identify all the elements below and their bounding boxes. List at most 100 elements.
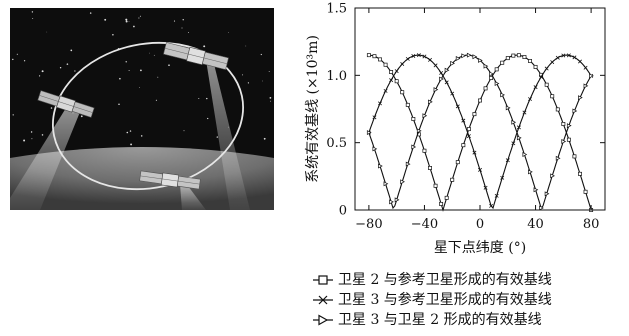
data-point (383, 88, 388, 93)
star (140, 69, 142, 72)
data-point (489, 71, 494, 77)
star (125, 20, 128, 23)
data-point (366, 130, 372, 136)
satellite-bottom (139, 170, 201, 190)
data-point (461, 118, 466, 123)
data-point (522, 110, 527, 115)
star (268, 70, 270, 72)
star (198, 98, 200, 99)
x-marker-icon (313, 295, 333, 305)
data-point (372, 115, 377, 120)
data-point (433, 63, 438, 68)
data-point (389, 78, 394, 83)
star (140, 135, 143, 137)
data-point (589, 73, 594, 79)
data-point (444, 195, 449, 200)
star (41, 134, 44, 136)
star (148, 52, 150, 54)
data-point (439, 70, 444, 75)
plot-frame (354, 7, 606, 211)
data-point (444, 80, 449, 85)
y-axis-title: 系统有效基线 (×10³m) (304, 35, 321, 183)
satellite-top (163, 42, 229, 70)
data-point (433, 183, 438, 188)
data-point (578, 59, 582, 64)
data-point (372, 54, 377, 59)
data-point (516, 53, 521, 58)
x-tick-label: −40 (411, 217, 438, 232)
data-point (411, 117, 416, 121)
legend-item-series-2: 卫星 3 与参考卫星形成的有效基线 (312, 290, 622, 310)
data-point (378, 101, 382, 106)
data-point (500, 60, 505, 65)
star (260, 53, 262, 56)
data-point (572, 55, 577, 60)
data-point (455, 104, 460, 109)
legend-label: 卫星 3 与卫星 2 形成的有效基线 (338, 312, 542, 328)
square-marker-icon (313, 275, 333, 285)
data-point (400, 90, 405, 95)
data-point (500, 92, 505, 98)
data-point (428, 99, 433, 105)
star (104, 18, 107, 21)
series-markers-1 (366, 53, 594, 212)
data-point (572, 154, 577, 159)
y-tick-label: 0 (339, 204, 347, 219)
data-point (389, 70, 394, 74)
data-point (472, 54, 478, 60)
y-tick-label: 0.5 (326, 136, 347, 151)
data-point (511, 141, 516, 146)
star (242, 74, 244, 76)
x-axis-title: 星下点纬度 (°) (434, 240, 526, 256)
orbit-ellipse (52, 41, 244, 191)
chart-curves (366, 52, 594, 212)
data-point (522, 55, 527, 59)
star (59, 67, 62, 69)
data-point (483, 63, 489, 69)
data-point (566, 53, 571, 58)
star (263, 137, 266, 140)
star (31, 11, 34, 13)
star (245, 45, 247, 47)
data-point (583, 83, 589, 89)
star (228, 32, 229, 33)
star (128, 70, 130, 71)
star (89, 12, 92, 14)
star (173, 20, 176, 22)
data-point (461, 53, 467, 59)
data-point (422, 148, 427, 153)
data-point (566, 137, 571, 142)
star (153, 54, 155, 56)
data-point (394, 197, 400, 203)
satellite-formation-illustration (10, 8, 274, 210)
y-tick-label: 1.0 (326, 69, 347, 84)
data-point (505, 158, 510, 163)
data-point (411, 53, 416, 58)
star (41, 70, 44, 73)
data-point (394, 79, 399, 84)
data-point (522, 152, 528, 157)
data-point (472, 150, 477, 155)
data-point (561, 122, 566, 126)
star (16, 53, 18, 55)
data-point (550, 173, 555, 179)
data-point (578, 171, 582, 176)
star (182, 19, 184, 21)
data-point (555, 155, 561, 161)
data-point (572, 108, 578, 114)
data-point (433, 87, 439, 93)
star (80, 115, 83, 118)
x-tick-label: 80 (583, 217, 600, 232)
star (119, 77, 121, 80)
x-tick-label: −80 (355, 217, 382, 232)
data-point (483, 86, 488, 91)
data-point (566, 123, 572, 129)
triangle-marker-icon (313, 314, 333, 326)
data-point (405, 102, 410, 107)
star (129, 130, 132, 132)
star (157, 76, 159, 78)
star (262, 80, 263, 82)
radar-beam-1 (10, 108, 80, 210)
data-point (528, 97, 532, 102)
star (183, 130, 185, 132)
